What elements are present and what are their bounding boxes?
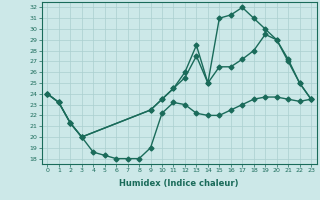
X-axis label: Humidex (Indice chaleur): Humidex (Indice chaleur): [119, 179, 239, 188]
